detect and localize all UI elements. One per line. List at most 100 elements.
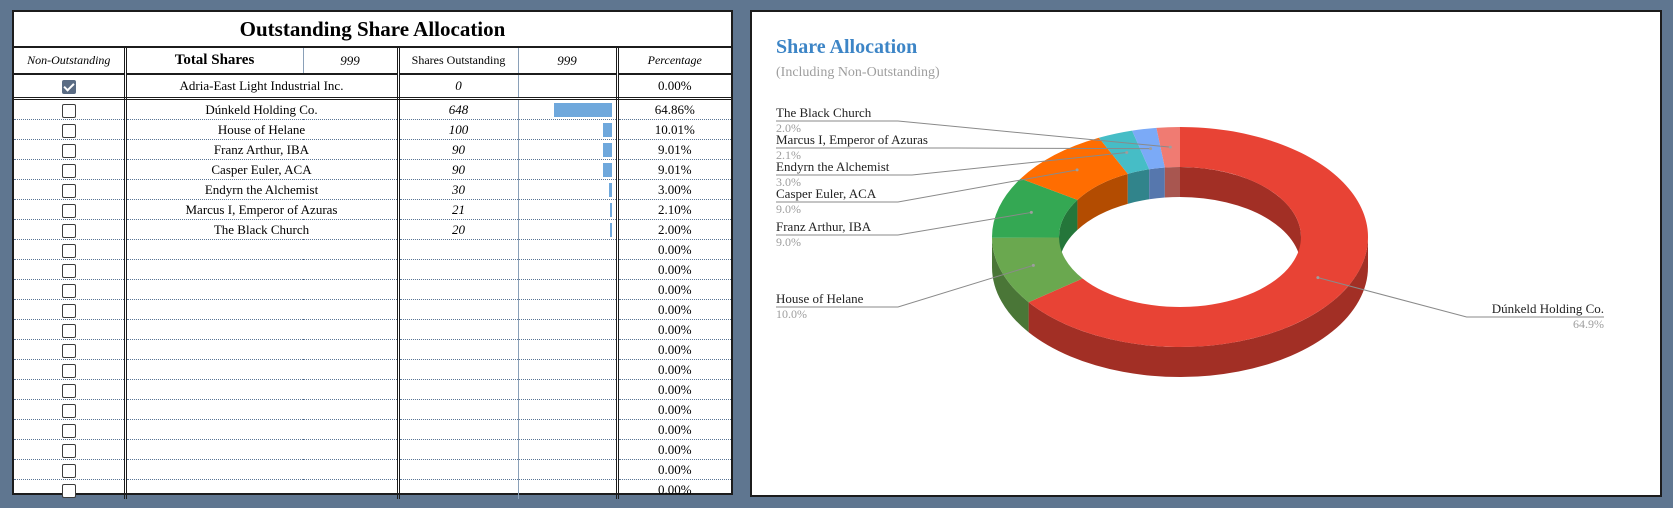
shares-cell[interactable]: 100: [398, 119, 519, 140]
holder-name-cell[interactable]: [125, 479, 400, 499]
holder-name-cell[interactable]: [125, 419, 400, 440]
percentage-cell: 3.00%: [617, 179, 731, 200]
holder-name-cell[interactable]: Casper Euler, ACA: [125, 159, 400, 180]
shares-cell[interactable]: [398, 419, 519, 440]
holder-name-cell[interactable]: [125, 299, 400, 320]
leader-line: [776, 120, 1171, 148]
sparkline-cell: [518, 359, 619, 380]
sparkline-cell: [518, 199, 619, 220]
non-outstanding-checkbox[interactable]: [61, 423, 76, 438]
non-outstanding-checkbox[interactable]: [61, 303, 76, 318]
slice-label: Casper Euler, ACA: [776, 186, 877, 201]
non-outstanding-checkbox[interactable]: [61, 123, 76, 138]
chart-panel: Dúnkeld Holding Co. 64.9% House of Helane 1…: [750, 10, 1662, 497]
shares-cell[interactable]: [398, 459, 519, 480]
holder-name-cell[interactable]: [125, 339, 400, 360]
non-outstanding-checkbox[interactable]: [61, 263, 76, 278]
shares-cell[interactable]: 21: [398, 199, 519, 220]
shares-cell[interactable]: [398, 379, 519, 400]
slice-inner-wall: [1164, 167, 1180, 198]
shares-cell[interactable]: [398, 399, 519, 420]
percentage-cell: 10.01%: [617, 119, 731, 140]
slice-label: Endyrn the Alchemist: [776, 159, 890, 174]
non-outstanding-checkbox[interactable]: [61, 403, 76, 418]
shares-cell[interactable]: 20: [398, 219, 519, 240]
share-bar: [602, 123, 612, 137]
slice-label: Franz Arthur, IBA: [776, 219, 872, 234]
pie-slice[interactable]: [1028, 127, 1368, 347]
holder-name-cell[interactable]: [125, 259, 400, 280]
holder-name-cell[interactable]: Endyrn the Alchemist: [125, 179, 400, 200]
non-outstanding-checkbox[interactable]: [61, 183, 76, 198]
slice-percent-label: 2.0%: [776, 121, 801, 135]
table-row: 0.00%: [14, 259, 731, 280]
shares-cell[interactable]: 0: [398, 74, 519, 100]
non-outstanding-checkbox[interactable]: [61, 323, 76, 338]
shares-cell[interactable]: 30: [398, 179, 519, 200]
non-outstanding-checkbox[interactable]: [61, 103, 76, 118]
shares-cell[interactable]: [398, 339, 519, 360]
header-non-outstanding: Non-Outstanding: [14, 48, 127, 75]
holder-name-cell[interactable]: [125, 399, 400, 420]
non-outstanding-checkbox[interactable]: [61, 143, 76, 158]
holder-name-cell[interactable]: [125, 319, 400, 340]
non-outstanding-checkbox[interactable]: [61, 203, 76, 218]
shares-cell[interactable]: [398, 479, 519, 499]
holder-name-cell[interactable]: [125, 359, 400, 380]
percentage-cell: 0.00%: [617, 399, 731, 420]
shares-cell[interactable]: 648: [398, 98, 519, 120]
header-shares-outstanding-value: 999: [518, 48, 619, 75]
leader-dot: [1075, 168, 1079, 172]
shares-cell[interactable]: [398, 279, 519, 300]
header-total-shares-value[interactable]: 999: [302, 48, 400, 75]
non-outstanding-checkbox[interactable]: [61, 483, 76, 498]
holder-name-cell[interactable]: [125, 279, 400, 300]
holder-name-cell[interactable]: [125, 379, 400, 400]
non-outstanding-checkbox[interactable]: [61, 343, 76, 358]
non-outstanding-cell: [14, 179, 127, 200]
percentage-cell: 0.00%: [617, 299, 731, 320]
non-outstanding-checkbox[interactable]: [61, 383, 76, 398]
shares-cell[interactable]: [398, 239, 519, 260]
shares-cell[interactable]: 90: [398, 159, 519, 180]
shares-cell[interactable]: [398, 319, 519, 340]
non-outstanding-checkbox[interactable]: [61, 443, 76, 458]
pie-slice[interactable]: [1020, 137, 1128, 200]
shares-cell[interactable]: [398, 299, 519, 320]
chart-title: Share Allocation: [776, 36, 918, 58]
non-outstanding-cell: [14, 279, 127, 300]
non-outstanding-cell: [14, 239, 127, 260]
holder-name-cell[interactable]: House of Helane: [125, 119, 400, 140]
non-outstanding-checkbox[interactable]: [61, 243, 76, 258]
pie-slice[interactable]: [992, 178, 1078, 238]
percentage-cell: 9.01%: [617, 139, 731, 160]
holder-name-cell[interactable]: The Black Church: [125, 219, 400, 240]
percentage-cell: 0.00%: [617, 74, 731, 100]
shares-cell[interactable]: [398, 439, 519, 460]
shares-cell[interactable]: [398, 359, 519, 380]
non-outstanding-checkbox[interactable]: [61, 223, 76, 238]
holder-name-cell[interactable]: [125, 459, 400, 480]
non-outstanding-cell: [14, 399, 127, 420]
non-outstanding-cell: [14, 439, 127, 460]
non-outstanding-checkbox[interactable]: [61, 363, 76, 378]
sparkline-cell: [518, 259, 619, 280]
table-row: 0.00%: [14, 399, 731, 420]
holder-name-cell[interactable]: Marcus I, Emperor of Azuras: [125, 199, 400, 220]
non-outstanding-checkbox[interactable]: [61, 163, 76, 178]
holder-name-cell[interactable]: Franz Arthur, IBA: [125, 139, 400, 160]
non-outstanding-checkbox[interactable]: [61, 283, 76, 298]
holder-name-cell[interactable]: Dúnkeld Holding Co.: [125, 98, 400, 120]
shares-cell[interactable]: 90: [398, 139, 519, 160]
sparkline-cell: [518, 74, 619, 100]
holder-name-cell[interactable]: [125, 239, 400, 260]
non-outstanding-checkbox[interactable]: [61, 80, 76, 94]
holder-name-cell[interactable]: Adria-East Light Industrial Inc.: [125, 74, 400, 100]
non-outstanding-cell: [14, 319, 127, 340]
non-outstanding-checkbox[interactable]: [61, 463, 76, 478]
slice-percent-label: 2.1%: [776, 148, 801, 162]
pie-slice[interactable]: [992, 237, 1083, 303]
shares-cell[interactable]: [398, 259, 519, 280]
donut-chart[interactable]: Dúnkeld Holding Co.64.9% House of Helane1…: [752, 12, 1660, 495]
holder-name-cell[interactable]: [125, 439, 400, 460]
